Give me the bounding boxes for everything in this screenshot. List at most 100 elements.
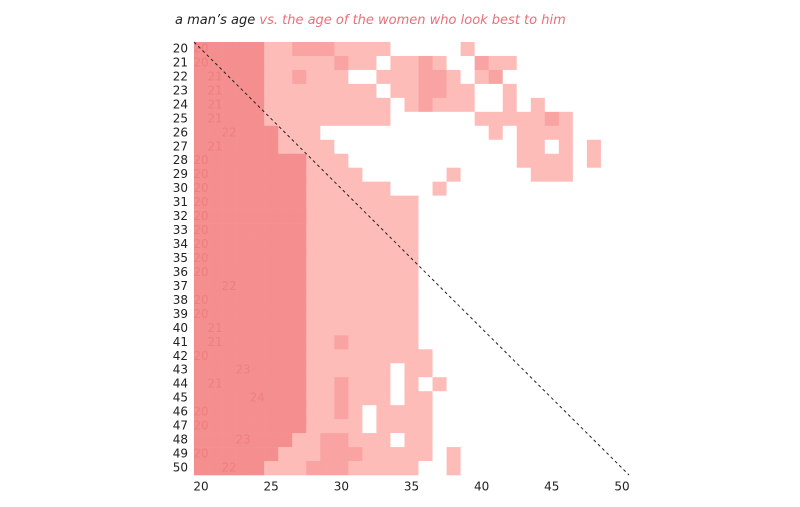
- y-tick-label: 41: [173, 335, 188, 349]
- cell: [404, 447, 419, 462]
- cell: [334, 335, 349, 350]
- cell: [306, 181, 321, 196]
- cell: [404, 195, 419, 210]
- cell: [572, 279, 588, 294]
- cell: [236, 55, 251, 71]
- cell: [292, 195, 307, 210]
- cell: [292, 111, 307, 127]
- cell: [586, 237, 602, 252]
- cell: [530, 335, 546, 350]
- value-label: 20: [193, 195, 208, 209]
- cell: [348, 251, 363, 266]
- cell: [292, 265, 307, 280]
- cell: [544, 223, 560, 238]
- cell: [348, 55, 363, 71]
- cell: [586, 139, 602, 155]
- cell: [572, 55, 588, 71]
- cell: [208, 181, 223, 196]
- cell: [404, 321, 419, 336]
- cell: [600, 55, 616, 71]
- cell: [418, 139, 433, 155]
- cell: [614, 195, 630, 210]
- cell: [474, 223, 489, 238]
- cell: [418, 55, 433, 71]
- cell: [460, 223, 475, 238]
- cell: [404, 377, 419, 392]
- cell: [348, 279, 363, 294]
- cell: [572, 251, 588, 266]
- cell: [292, 167, 307, 182]
- cell: [236, 349, 251, 364]
- cell: [614, 405, 630, 420]
- cell: [418, 433, 433, 448]
- cell: [236, 97, 251, 113]
- cell: [236, 195, 251, 210]
- cell: [376, 391, 391, 406]
- cell: [474, 55, 489, 71]
- cell: [264, 349, 279, 364]
- cell: [474, 195, 489, 210]
- cell: [516, 293, 532, 308]
- cell: [222, 111, 237, 127]
- cell: [586, 293, 602, 308]
- cell: [320, 55, 335, 71]
- value-label: 22: [221, 125, 236, 139]
- cell: [222, 55, 237, 71]
- cell: [572, 195, 588, 210]
- cell: [208, 405, 223, 420]
- cell: [446, 209, 461, 224]
- cell: [222, 167, 237, 182]
- cell: [446, 125, 461, 141]
- cell: [376, 181, 391, 196]
- y-tick-label: 30: [173, 181, 188, 195]
- cell: [320, 195, 335, 210]
- cell: [348, 167, 363, 182]
- cell: [460, 279, 475, 294]
- cell: [572, 265, 588, 280]
- cell: [208, 349, 223, 364]
- cell: [460, 335, 475, 350]
- cell: [278, 447, 293, 462]
- cell: [544, 461, 560, 476]
- cell: [264, 153, 279, 169]
- cell: [404, 55, 419, 71]
- cell: [530, 237, 546, 252]
- value-label: 20: [193, 223, 208, 237]
- y-tick-label: 44: [173, 377, 188, 391]
- cell: [250, 55, 265, 71]
- cell: [208, 447, 223, 462]
- cell: [362, 223, 377, 238]
- cell: [376, 167, 391, 182]
- cell: [404, 279, 419, 294]
- cell: [222, 42, 237, 57]
- cell: [292, 69, 307, 85]
- cell: [460, 69, 475, 85]
- value-label: 20: [193, 167, 208, 181]
- cell: [572, 111, 588, 127]
- cell: [488, 97, 504, 113]
- cell: [376, 42, 391, 57]
- cell: [250, 307, 265, 322]
- cell: [460, 139, 475, 155]
- cell: [488, 377, 504, 392]
- cell: [222, 321, 237, 336]
- cell: [208, 461, 223, 476]
- cell: [558, 125, 574, 141]
- cell: [362, 433, 377, 448]
- cell: [432, 167, 447, 182]
- cell: [376, 307, 391, 322]
- cell: [586, 251, 602, 266]
- cell: [390, 42, 405, 57]
- cell: [530, 419, 546, 434]
- cell: [208, 251, 223, 266]
- cell: [530, 195, 546, 210]
- cell: [404, 265, 419, 280]
- cell: [544, 153, 560, 169]
- cell: [264, 447, 279, 462]
- cell: [614, 335, 630, 350]
- cell: [264, 167, 279, 182]
- cell: [250, 349, 265, 364]
- cell: [194, 209, 209, 224]
- cell: [460, 55, 475, 71]
- cell: [292, 97, 307, 113]
